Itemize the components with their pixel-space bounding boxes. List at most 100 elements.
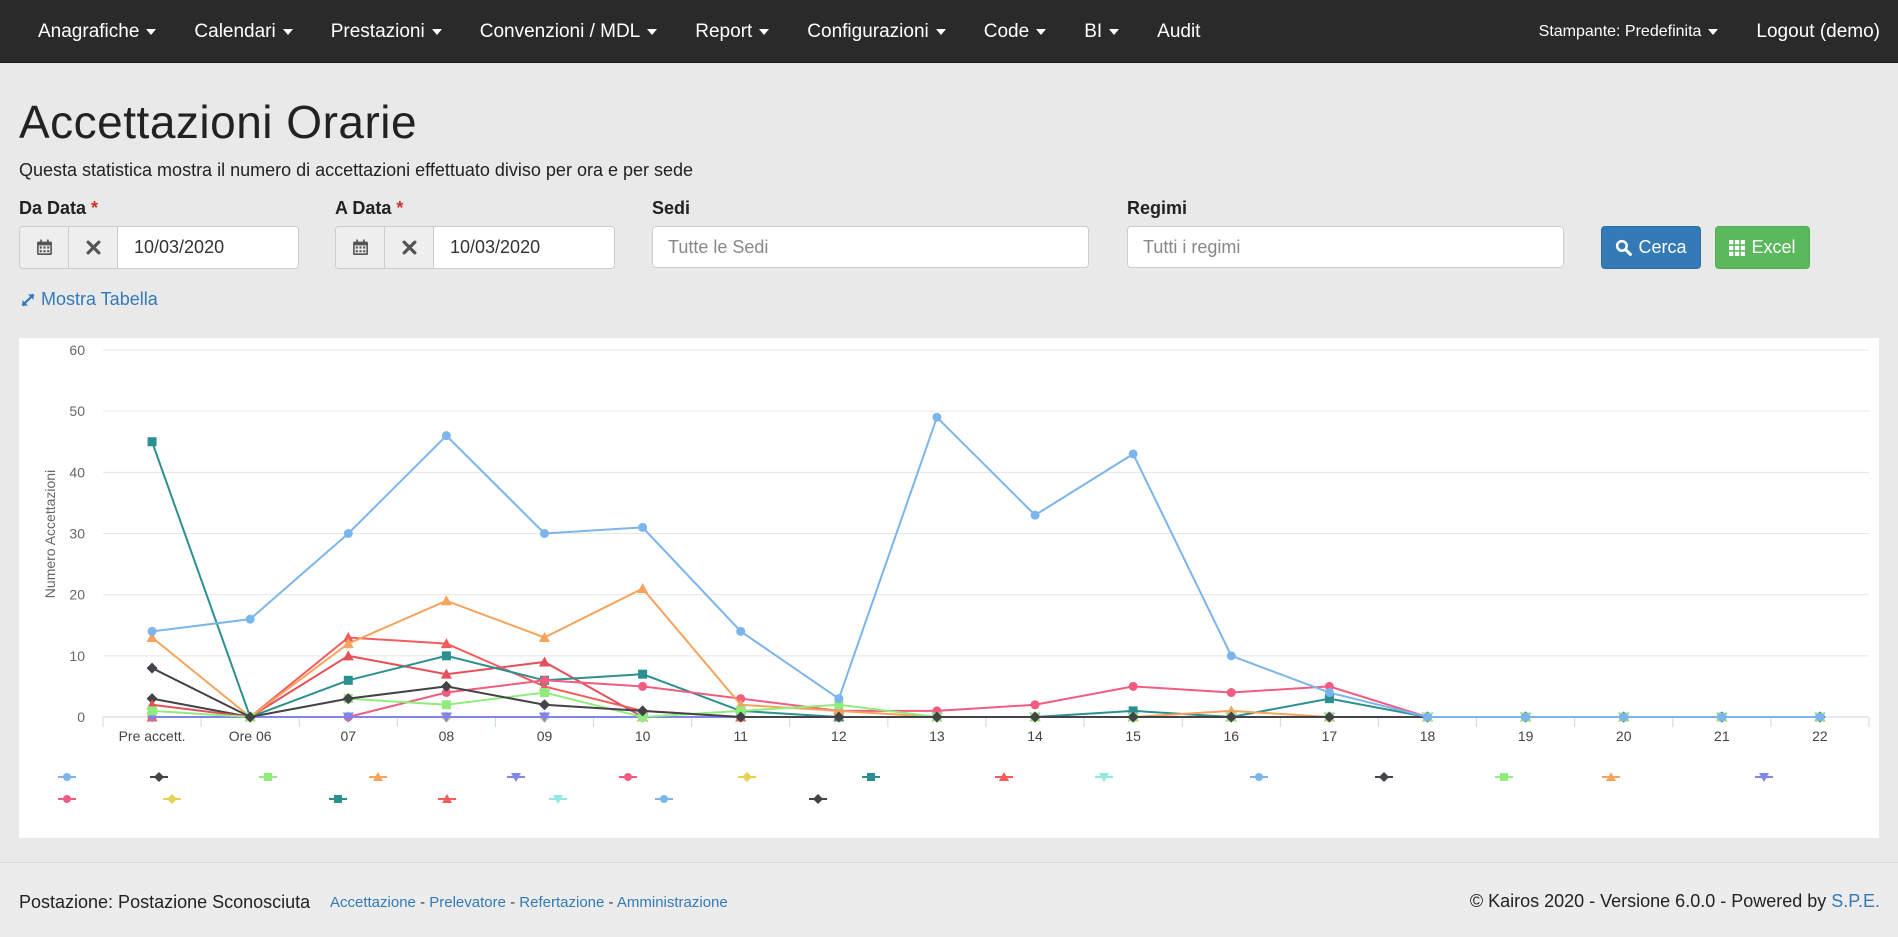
excel-button[interactable]: Excel [1715, 226, 1810, 269]
to-date-group [335, 226, 615, 269]
caret-down-icon [146, 28, 157, 35]
menu-label: Anagrafiche [38, 20, 140, 42]
legend-item [259, 773, 277, 781]
menu-label: BI [1084, 20, 1103, 42]
x-tick-label: 18 [1420, 728, 1436, 744]
powered-by-link[interactable]: S.P.E. [1831, 891, 1880, 911]
legend-item [1755, 773, 1773, 782]
data-point [440, 638, 452, 649]
caret-down-icon [431, 28, 442, 35]
data-point [442, 794, 452, 803]
series-line [151, 441, 1820, 719]
data-point [637, 705, 649, 717]
to-date-input[interactable] [434, 227, 614, 268]
data-point [245, 614, 255, 624]
menu-label: Calendari [194, 20, 276, 42]
regimi-input[interactable] [1127, 226, 1564, 268]
y-tick-label: 30 [69, 526, 85, 542]
x-tick-label: 19 [1518, 728, 1534, 744]
page-title: Accettazioni Orarie [19, 96, 418, 148]
copyright-text: © Kairos 2020 - Versione 6.0.0 - Powered… [1469, 891, 1827, 911]
top-navbar: Anagrafiche Calendari Prestazioni Conven… [0, 0, 1898, 63]
data-point [343, 529, 353, 538]
data-point [637, 583, 649, 594]
link-separator: - [608, 894, 614, 911]
line-series [146, 662, 1826, 723]
menu-audit[interactable]: Audit [1138, 0, 1219, 63]
x-tick-label: 15 [1125, 728, 1141, 744]
legend-item [507, 773, 525, 782]
data-point [1226, 651, 1236, 661]
series-line [152, 636, 1820, 718]
data-point [540, 688, 549, 698]
data-point [146, 631, 158, 642]
menu-bi[interactable]: BI [1065, 0, 1138, 63]
y-tick-label: 60 [69, 342, 85, 358]
footer-link-accettazione[interactable]: Accettazione [330, 894, 416, 911]
data-point [660, 795, 668, 803]
printer-dropdown[interactable]: Stampante: Predefinita [1520, 0, 1738, 63]
data-point [539, 712, 550, 723]
x-tick-label: 13 [929, 728, 945, 744]
clear-date-button[interactable] [69, 227, 118, 268]
footer-link-amministrazione[interactable]: Amministrazione [616, 894, 728, 911]
menu-calendari[interactable]: Calendari [175, 0, 311, 63]
data-point [334, 795, 342, 803]
legend-item [619, 773, 637, 781]
sedi-input[interactable] [652, 226, 1089, 268]
link-label: Mostra Tabella [41, 289, 158, 309]
menu-anagrafiche[interactable]: Anagrafiche [19, 0, 175, 63]
menu-label: Convenzioni / MDL [479, 20, 641, 42]
station-info: Postazione: Postazione Sconosciuta [19, 892, 311, 912]
chart-grid [103, 349, 1869, 657]
x-tick-label: 21 [1714, 728, 1730, 744]
clear-date-button[interactable] [385, 227, 434, 268]
data-point [1379, 772, 1389, 782]
menu-label: Code [983, 20, 1030, 42]
search-icon [1616, 239, 1633, 256]
footer-link-prelevatore[interactable]: Prelevatore [429, 894, 506, 911]
y-tick-label: 40 [69, 464, 85, 480]
data-point [736, 626, 746, 636]
legend-item [549, 795, 567, 804]
menu-prestazioni[interactable]: Prestazioni [312, 0, 461, 63]
series-line [151, 667, 1820, 719]
button-label: Excel [1751, 237, 1796, 257]
legend-item [329, 795, 347, 803]
x-tick-label: 07 [340, 728, 356, 744]
menu-label: Report [695, 20, 753, 42]
calendar-button[interactable] [336, 227, 385, 268]
data-point [1521, 712, 1531, 722]
menu-configurazioni[interactable]: Configurazioni [788, 0, 964, 63]
data-point [539, 631, 550, 642]
data-point [1029, 711, 1041, 723]
menu-code[interactable]: Code [965, 0, 1065, 63]
legend-item [1095, 773, 1113, 782]
x-tick-label: 14 [1027, 728, 1043, 744]
x-tick-label: 12 [831, 728, 847, 744]
y-tick-label: 20 [69, 587, 85, 603]
menu-label: Configurazioni [807, 20, 929, 42]
page-footer: Postazione: Postazione Sconosciuta Accet… [0, 862, 1898, 937]
data-point [1099, 773, 1109, 782]
menu-convenzioni[interactable]: Convenzioni / MDL [461, 0, 677, 63]
data-point [540, 529, 549, 538]
from-date-input[interactable] [118, 227, 298, 268]
data-point [539, 699, 550, 711]
logout-link[interactable]: Logout (demo) [1756, 20, 1880, 42]
data-point [1324, 694, 1334, 704]
data-point [834, 694, 844, 704]
caret-down-icon [1708, 28, 1719, 35]
series-line [152, 679, 1820, 718]
footer-link-refertazione[interactable]: Refertazione [519, 894, 605, 911]
search-button[interactable]: Cerca [1601, 226, 1701, 269]
show-table-link[interactable]: Mostra Tabella [19, 289, 158, 310]
expand-icon [21, 293, 35, 306]
data-point [373, 772, 383, 781]
data-point [440, 668, 452, 679]
data-point [638, 522, 648, 532]
caret-down-icon [647, 28, 658, 35]
menu-report[interactable]: Report [676, 0, 788, 63]
data-point [1606, 772, 1616, 781]
calendar-button[interactable] [20, 227, 69, 268]
